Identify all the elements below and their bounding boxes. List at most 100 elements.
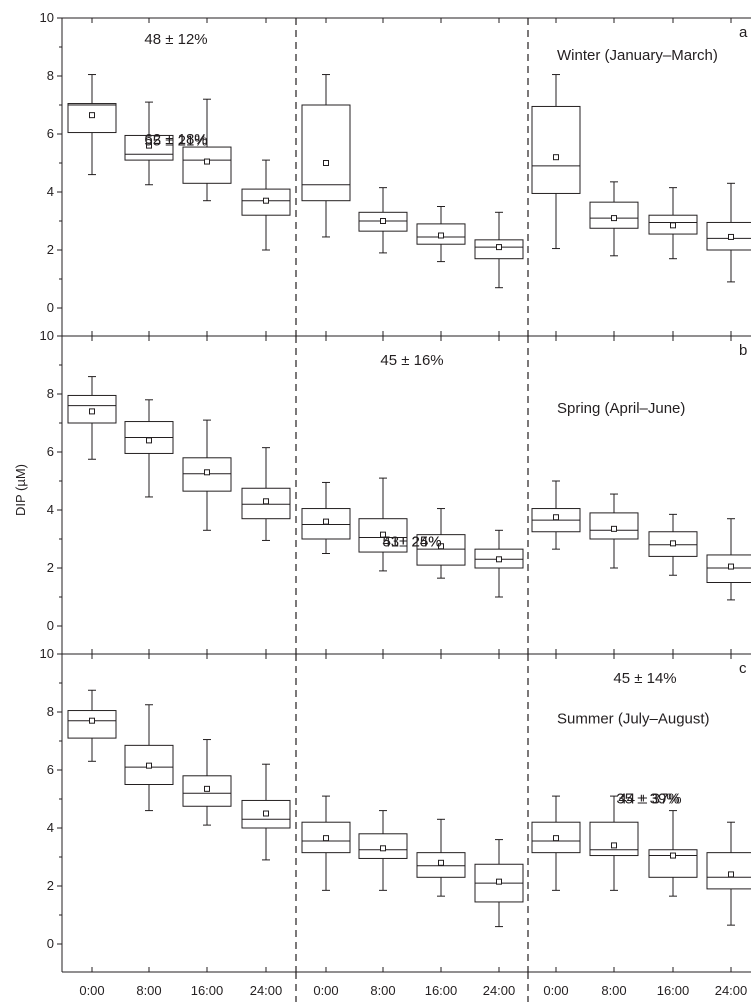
panels-container: 0 2 4 6 8 10 48 ± 12% 62 ± 18%55 ± 21% Winter (J… xyxy=(40,10,751,1002)
mean-marker xyxy=(323,160,329,166)
y-tick-label: 2 xyxy=(47,878,54,893)
box-b-0-0 xyxy=(67,376,117,460)
iqr-box xyxy=(124,744,174,785)
percent-annotation: 45 ± 14% xyxy=(613,670,676,687)
box-b-2-1 xyxy=(589,493,639,569)
x-tick-label: 0:00 xyxy=(313,983,338,998)
iqr-box xyxy=(589,821,639,857)
y-tick-label: 10 xyxy=(40,328,54,343)
panel-letter: a xyxy=(739,24,748,41)
mean-marker xyxy=(146,437,152,444)
y-tick-label: 0 xyxy=(47,300,54,315)
mean-marker xyxy=(438,232,444,239)
box-c-2-3 xyxy=(706,821,751,926)
panel-a: 0 2 4 6 8 10 48 ± 12% 62 ± 18%55 ± 21% Winter (J… xyxy=(40,10,751,337)
y-tick-label: 4 xyxy=(47,820,54,835)
x-tick-label: 24:00 xyxy=(250,983,283,998)
x-tick-label: 8:00 xyxy=(601,983,626,998)
mean-marker xyxy=(553,514,559,521)
y-tick-label: 10 xyxy=(40,10,54,25)
mean-marker xyxy=(611,842,617,849)
y-tick-label: 2 xyxy=(47,560,54,575)
iqr-box xyxy=(301,104,351,202)
mean-marker xyxy=(496,556,502,563)
y-tick-label: 6 xyxy=(47,444,54,459)
y-tick-label: 0 xyxy=(47,618,54,633)
x-tick-label: 16:00 xyxy=(191,983,224,998)
mean-marker xyxy=(553,835,559,842)
x-tick-label: 16:00 xyxy=(657,983,690,998)
y-tick-label: 6 xyxy=(47,126,54,141)
mean-marker xyxy=(496,878,502,885)
y-tick-label: 4 xyxy=(47,502,54,517)
percent-annotation: 45 ± 16% xyxy=(380,352,443,369)
x-tick-label: 24:00 xyxy=(715,983,748,998)
y-tick-label: 8 xyxy=(47,704,54,719)
panel-c: 0 2 4 6 8 10 45 ± 14% 44 ± 37%35 ± 39% Summer (J… xyxy=(40,646,751,973)
iqr-box xyxy=(706,554,751,584)
box-b-2-3 xyxy=(706,518,751,601)
box-b-2-0 xyxy=(531,480,581,550)
x-tick-label: 0:00 xyxy=(543,983,568,998)
y-tick-label: 8 xyxy=(47,386,54,401)
mean-marker xyxy=(380,531,386,538)
iqr-box xyxy=(416,534,466,566)
box-a-0-2 xyxy=(182,98,232,202)
mean-marker xyxy=(611,215,617,222)
iqr-box xyxy=(67,710,117,739)
box-a-2-2 xyxy=(648,187,698,260)
mean-marker xyxy=(380,218,386,224)
box-a-2-3 xyxy=(706,182,751,283)
percent-annotation: 41± 24% xyxy=(382,533,441,550)
mean-marker xyxy=(380,845,386,852)
box-a-0-1 xyxy=(124,101,174,186)
box-c-0-0 xyxy=(67,689,117,762)
box-b-0-1 xyxy=(124,399,174,498)
x-tick-label: 8:00 xyxy=(136,983,161,998)
y-tick-label: 0 xyxy=(47,936,54,951)
mean-marker xyxy=(670,852,676,859)
box-b-1-2 xyxy=(416,508,466,579)
mean-marker xyxy=(611,525,617,532)
box-c-0-3 xyxy=(241,763,291,861)
box-c-2-0 xyxy=(531,795,581,891)
mean-marker xyxy=(496,244,502,251)
y-tick-label: 8 xyxy=(47,68,54,83)
mean-marker xyxy=(728,871,734,878)
percent-annotation: 35 ± 39% xyxy=(616,790,679,807)
mean-marker xyxy=(323,518,329,525)
mean-marker xyxy=(89,408,95,415)
mean-marker xyxy=(670,540,676,547)
box-c-0-1 xyxy=(124,704,174,812)
box-a-2-1 xyxy=(589,181,639,257)
y-axis-label: DIP (µM) xyxy=(13,464,28,516)
iqr-box xyxy=(706,852,751,890)
box-b-0-2 xyxy=(182,419,232,531)
mean-marker xyxy=(263,810,269,817)
box-a-2-0 xyxy=(531,74,581,250)
y-tick-label: 2 xyxy=(47,242,54,257)
mean-marker xyxy=(204,785,210,792)
x-tick-label: 16:00 xyxy=(425,983,458,998)
percent-annotation: 62 ± 18% xyxy=(144,131,207,148)
mean-marker xyxy=(670,222,676,229)
box-a-0-0 xyxy=(67,74,117,176)
box-c-2-1 xyxy=(589,795,639,891)
percent-annotation: 48 ± 12% xyxy=(144,31,207,48)
y-tick-label: 6 xyxy=(47,762,54,777)
x-tick-label: 24:00 xyxy=(483,983,516,998)
box-a-0-3 xyxy=(241,159,291,251)
mean-marker xyxy=(323,835,329,842)
mean-marker xyxy=(89,112,95,119)
mean-marker xyxy=(146,762,152,769)
box-c-0-2 xyxy=(182,739,232,826)
mean-marker xyxy=(263,498,269,505)
box-c-2-2 xyxy=(648,810,698,897)
percent-annotation: 53± 25% xyxy=(382,533,441,550)
x-tick-label: 8:00 xyxy=(370,983,395,998)
season-label: Spring (April–June) xyxy=(557,400,685,417)
mean-marker xyxy=(438,859,444,866)
box-b-0-3 xyxy=(241,447,291,541)
y-tick-label: 10 xyxy=(40,646,54,661)
mean-marker xyxy=(728,233,734,240)
